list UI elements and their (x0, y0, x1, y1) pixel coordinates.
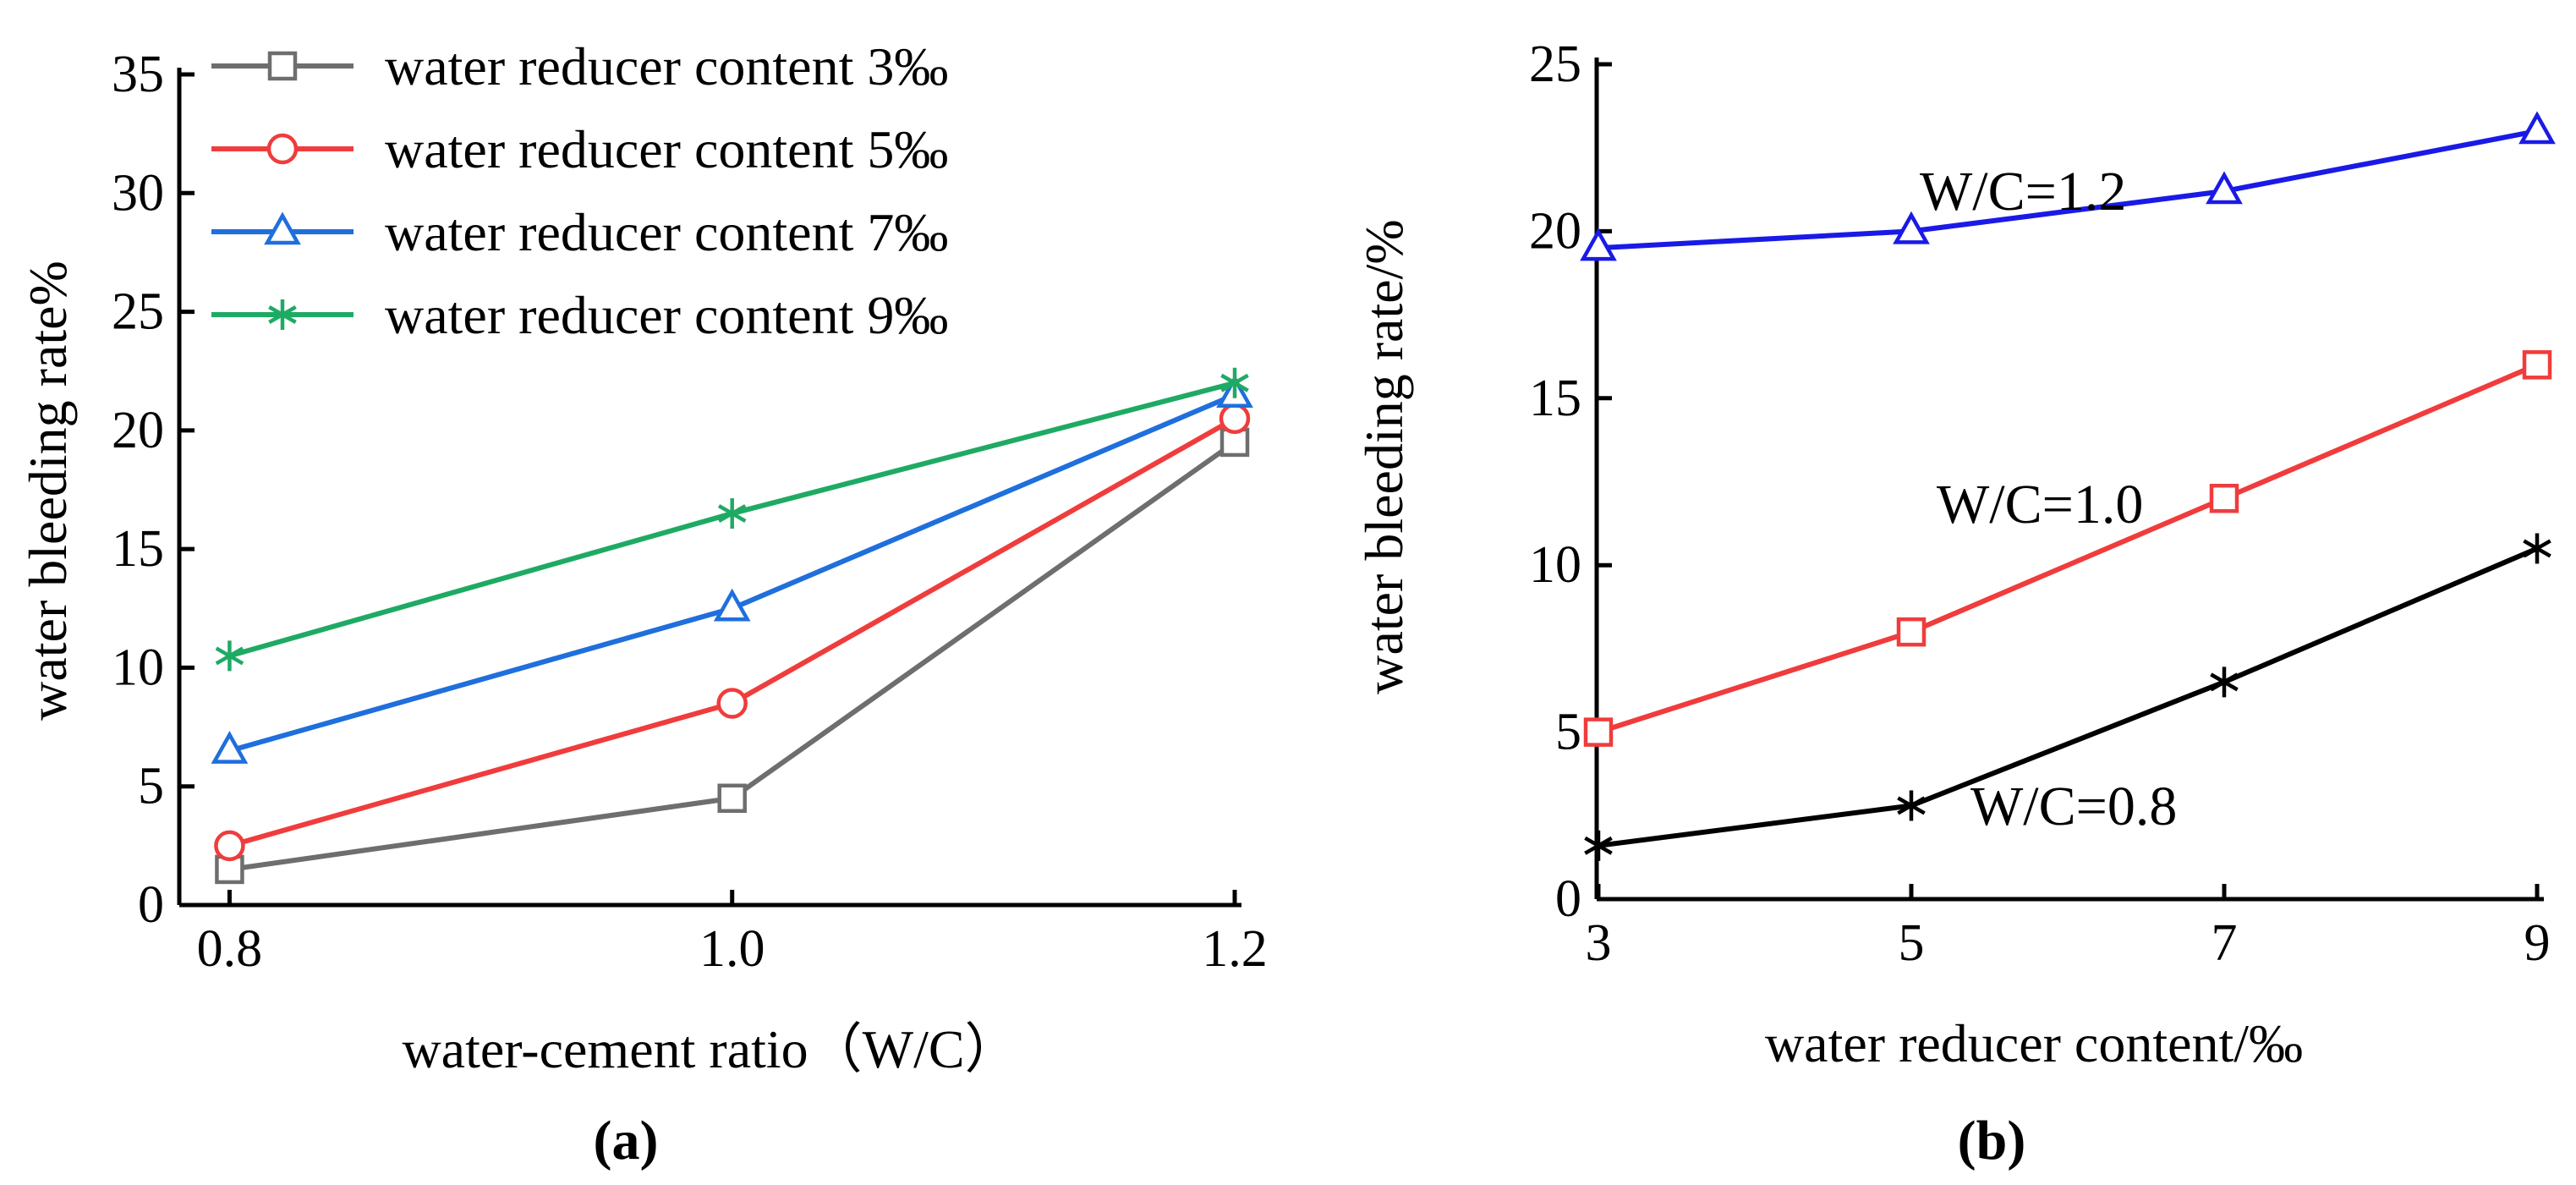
panel-b-x-tick-label: 9 (2524, 914, 2551, 972)
panel-a-series-water-reducer-content-7-point (713, 588, 751, 622)
panel-b-x-tick-label: 3 (1586, 914, 1612, 972)
panel-a-series-water-reducer-content-3-point (215, 854, 244, 885)
panel-b-series-w-c-1-0-point (1583, 717, 1614, 747)
panel-a-series-water-reducer-content-5-point (716, 688, 748, 719)
panel-a-legend-marker (266, 133, 299, 165)
panel-b-chart: 0 5 10 15 20 25 3 5 7 9 W/C=1.2 W/C=1.0 W/C=0.8 wat… (1354, 36, 2556, 1171)
panel-a-legend-label: water reducer content 7‰ (385, 202, 948, 262)
panel-a-y-tick-label: 25 (112, 283, 164, 341)
panel-a-y-tick-label: 35 (112, 46, 164, 103)
panel-b-series-w-c-1-2-point (2518, 111, 2556, 145)
panel-b-series-w-c-0-8-point (2523, 533, 2551, 564)
panel-a-legend: water reducer content 3‰ water reducer co… (211, 36, 948, 345)
panel-b-axes: 0 5 10 15 20 25 3 5 7 9 (1529, 36, 2551, 972)
panel-a-y-tick-label: 20 (112, 402, 164, 459)
panel-b-series-w-c-0-8-point (1584, 830, 1613, 861)
panel-a-y-tick-label: 0 (138, 876, 164, 934)
panel-b-series-w-c-0-8-point (2210, 667, 2239, 698)
panel-a-legend-marker (268, 299, 297, 330)
panel-b-x-axis-title: water reducer content/‰ (1765, 1013, 2303, 1073)
panel-a-series-water-reducer-content-9-point (1220, 367, 1249, 398)
panel-a-series-water-reducer-content-5-line (228, 416, 1236, 848)
panel-b-label: (b) (1958, 1110, 2026, 1171)
panel-b-y-tick-label: 20 (1529, 202, 1581, 260)
panel-b-series-w-c-0-8-point (1897, 790, 1926, 821)
panel-a-y-tick-label: 30 (112, 164, 164, 222)
panel-a-legend-item: water reducer content 3‰ (211, 36, 948, 96)
panel-b-y-tick-label: 0 (1555, 870, 1581, 928)
panel-a-series-water-reducer-content-5 (214, 403, 1251, 862)
panel-a-series-water-reducer-content-3-point (717, 783, 747, 813)
panel-b-series-w-c-1-2-point (1580, 228, 1617, 261)
panel-a-series-water-reducer-content-9-point (717, 498, 747, 529)
panel-a-legend-item: water reducer content 9‰ (211, 285, 948, 345)
panel-b-series-w-c-1-0-point (2522, 350, 2552, 380)
panel-b-series: W/C=1.2 W/C=1.0 W/C=0.8 (1580, 111, 2556, 861)
panel-b-series-w-c-1-0-point (1896, 617, 1927, 647)
panel-a-y-tick-label: 5 (138, 758, 164, 815)
panel-a-legend-label: water reducer content 5‰ (385, 119, 948, 179)
panel-b-y-tick-label: 25 (1529, 36, 1581, 93)
panel-b-series-w-c-1-2-point (1893, 211, 1930, 244)
panel-a-legend-item: water reducer content 7‰ (211, 202, 948, 262)
panel-a-x-tick-label: 0.8 (197, 920, 263, 978)
panel-a-series-water-reducer-content-9-point (215, 640, 244, 672)
panel-b-series-w-c-1-2-annotation: W/C=1.2 (1920, 161, 2126, 222)
panel-a-label: (a) (594, 1110, 659, 1171)
panel-b-x-tick-label: 7 (2212, 914, 2238, 972)
panel-a-y-tick-label: 10 (112, 639, 164, 696)
panel-b-series-w-c-1-2: W/C=1.2 (1580, 111, 2556, 261)
panel-a-series-water-reducer-content-3 (215, 427, 1250, 885)
panel-a-series-water-reducer-content-5-point (214, 830, 245, 862)
panel-a-series-water-reducer-content-5-point (1219, 403, 1251, 435)
panel-a-x-tick-label: 1.2 (1202, 920, 1268, 978)
panel-b-series-w-c-1-0-annotation: W/C=1.0 (1937, 474, 2143, 535)
panel-a-x-tick-label: 1.0 (699, 920, 765, 978)
panel-a-y-tick-label: 15 (112, 520, 164, 578)
panel-b-y-tick-label: 5 (1555, 704, 1581, 761)
panel-a-series-water-reducer-content-7-point (211, 731, 249, 764)
panel-a-legend-label: water reducer content 9‰ (385, 285, 948, 345)
panel-b-series-w-c-1-2-line (1598, 129, 2538, 251)
panel-a-chart: 0 5 10 15 20 25 30 35 0.8 1.0 1.2 water reducer co… (18, 36, 1268, 1171)
panel-a-legend-marker (264, 211, 301, 245)
panel-a-axes: 0 5 10 15 20 25 30 35 0.8 1.0 1.2 (112, 46, 1268, 978)
panel-b-series-w-c-1-2-point (2206, 171, 2243, 205)
panel-b-series-w-c-0-8: W/C=0.8 (1584, 533, 2551, 861)
panel-b-y-tick-label: 15 (1529, 370, 1581, 427)
panel-b-series-w-c-1-0-point (2209, 483, 2239, 513)
panel-b-series-w-c-1-0-line (1598, 362, 2539, 735)
panel-b-x-tick-label: 5 (1899, 914, 1925, 972)
panel-a-legend-item: water reducer content 5‰ (211, 119, 948, 179)
panel-b-series-w-c-0-8-annotation: W/C=0.8 (1970, 776, 2177, 837)
panel-a-y-axis-title: water bleeding rate% (18, 261, 78, 721)
panel-b-series-w-c-1-0: W/C=1.0 (1583, 350, 2552, 747)
panel-a-series-water-reducer-content-9 (215, 367, 1249, 672)
panel-a-series (211, 367, 1253, 885)
panel-b-series-w-c-0-8-line (1598, 546, 2539, 848)
panel-a-legend-marker (267, 51, 298, 81)
panel-b-y-tick-label: 10 (1529, 536, 1581, 594)
panel-a-legend-label: water reducer content 3‰ (385, 36, 948, 96)
panel-a-x-axis-title: water-cement ratio（W/C） (402, 1019, 1018, 1079)
panel-b-y-axis-title: water bleeding rate/% (1354, 219, 1414, 694)
